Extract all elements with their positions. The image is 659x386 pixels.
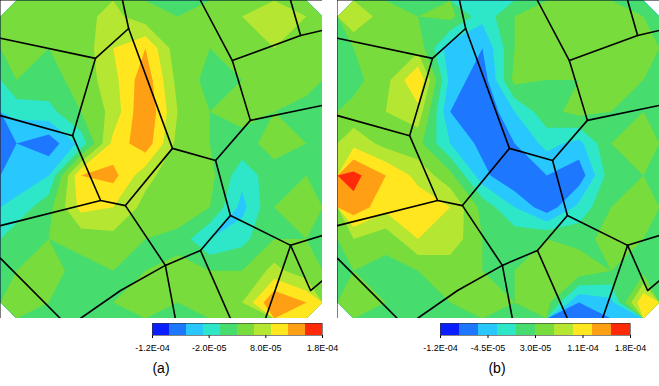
svg-text:-2.0E-05: -2.0E-05 bbox=[192, 343, 227, 353]
svg-text:1.8E-04: 1.8E-04 bbox=[307, 343, 339, 353]
html-text:(a): (a) bbox=[152, 360, 170, 376]
svg-text:-1.2E-04: -1.2E-04 bbox=[423, 343, 458, 353]
svg-text:-4.5E-05: -4.5E-05 bbox=[471, 343, 506, 353]
svg-text:3.0E-05: 3.0E-05 bbox=[520, 343, 552, 353]
svg-text:1.1E-04: 1.1E-04 bbox=[567, 343, 599, 353]
svg-text:1.8E-04: 1.8E-04 bbox=[615, 343, 647, 353]
svg-text:8.0E-05: 8.0E-05 bbox=[250, 343, 282, 353]
svg-text:-1.2E-04: -1.2E-04 bbox=[135, 343, 170, 353]
html-text:(b): (b) bbox=[488, 360, 506, 376]
